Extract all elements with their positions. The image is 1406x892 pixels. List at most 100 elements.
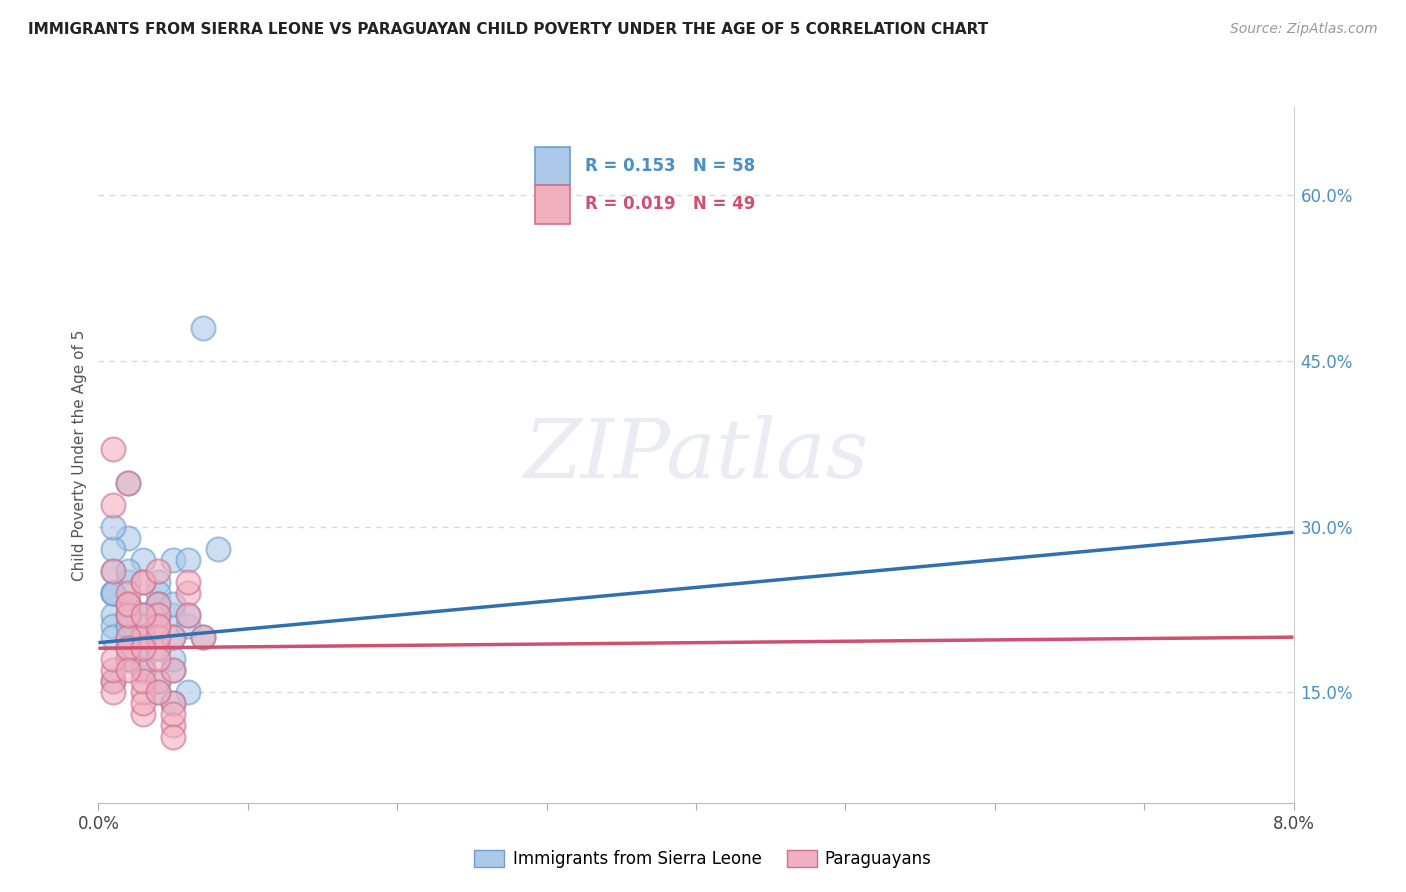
Point [117, 564, 139, 578]
Point [177, 574, 200, 589]
Point [132, 641, 155, 656]
Bar [534, 186, 571, 224]
Point [103, 685, 125, 699]
Point [117, 597, 139, 611]
Text: R = 0.019   N = 49: R = 0.019 N = 49 [585, 195, 755, 213]
Point [117, 574, 139, 589]
Point [148, 619, 170, 633]
Point [132, 663, 155, 677]
Point [117, 608, 139, 623]
Point [177, 586, 200, 600]
Text: IMMIGRANTS FROM SIERRA LEONE VS PARAGUAYAN CHILD POVERTY UNDER THE AGE OF 5 CORR: IMMIGRANTS FROM SIERRA LEONE VS PARAGUAY… [28, 22, 988, 37]
Point [103, 630, 125, 644]
Point [117, 608, 139, 623]
Point [148, 652, 170, 666]
Point [162, 597, 184, 611]
Point [162, 707, 184, 722]
Point [132, 663, 155, 677]
Y-axis label: Child Poverty Under the Age of 5: Child Poverty Under the Age of 5 [72, 329, 87, 581]
Point [103, 564, 125, 578]
Point [191, 630, 214, 644]
Point [132, 674, 155, 689]
Point [132, 697, 155, 711]
Point [117, 641, 139, 656]
Point [103, 541, 125, 556]
Point [162, 730, 184, 744]
Point [191, 321, 214, 335]
Point [148, 608, 170, 623]
Point [162, 718, 184, 732]
Point [148, 586, 170, 600]
Point [132, 619, 155, 633]
Point [117, 652, 139, 666]
Point [132, 553, 155, 567]
Point [162, 608, 184, 623]
Point [148, 630, 170, 644]
Point [148, 674, 170, 689]
Point [177, 619, 200, 633]
Point [148, 564, 170, 578]
Point [103, 586, 125, 600]
Point [148, 685, 170, 699]
Point [132, 663, 155, 677]
Legend: Immigrants from Sierra Leone, Paraguayans: Immigrants from Sierra Leone, Paraguayan… [468, 843, 938, 875]
Point [148, 597, 170, 611]
Point [148, 597, 170, 611]
Point [103, 619, 125, 633]
Point [162, 630, 184, 644]
Point [103, 674, 125, 689]
Point [132, 619, 155, 633]
Point [117, 597, 139, 611]
Point [162, 697, 184, 711]
Point [132, 641, 155, 656]
Point [132, 652, 155, 666]
Point [132, 608, 155, 623]
Point [148, 674, 170, 689]
Point [132, 574, 155, 589]
Point [117, 652, 139, 666]
Text: R = 0.153   N = 58: R = 0.153 N = 58 [585, 157, 755, 175]
Point [177, 608, 200, 623]
Point [117, 597, 139, 611]
Point [132, 685, 155, 699]
Point [117, 630, 139, 644]
Point [117, 619, 139, 633]
Point [177, 685, 200, 699]
Point [191, 630, 214, 644]
Point [132, 574, 155, 589]
Point [132, 630, 155, 644]
Point [103, 586, 125, 600]
Text: Source: ZipAtlas.com: Source: ZipAtlas.com [1230, 22, 1378, 37]
Point [148, 641, 170, 656]
Point [132, 707, 155, 722]
Point [117, 630, 139, 644]
Point [148, 574, 170, 589]
Point [148, 641, 170, 656]
Point [148, 608, 170, 623]
Point [103, 674, 125, 689]
Point [117, 475, 139, 490]
Point [103, 586, 125, 600]
Point [132, 608, 155, 623]
Point [117, 652, 139, 666]
Point [117, 608, 139, 623]
Point [148, 608, 170, 623]
Point [162, 652, 184, 666]
Point [148, 685, 170, 699]
Point [162, 663, 184, 677]
Point [103, 519, 125, 533]
Point [132, 608, 155, 623]
Point [103, 564, 125, 578]
Point [117, 663, 139, 677]
Point [148, 597, 170, 611]
Point [148, 619, 170, 633]
Text: ZIPatlas: ZIPatlas [523, 415, 869, 495]
Point [117, 641, 139, 656]
Point [132, 641, 155, 656]
Point [132, 630, 155, 644]
Point [117, 597, 139, 611]
Point [177, 553, 200, 567]
Point [162, 630, 184, 644]
Point [162, 697, 184, 711]
Point [103, 498, 125, 512]
